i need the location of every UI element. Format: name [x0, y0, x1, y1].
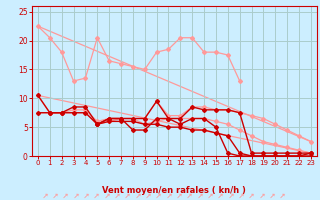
Text: →: →	[71, 191, 82, 200]
Text: →: →	[226, 191, 236, 200]
Text: →: →	[102, 191, 113, 200]
Text: →: →	[122, 191, 133, 200]
Text: →: →	[257, 191, 268, 200]
Text: →: →	[277, 191, 288, 200]
X-axis label: Vent moyen/en rafales ( kn/h ): Vent moyen/en rafales ( kn/h )	[102, 186, 246, 195]
Text: →: →	[236, 191, 247, 200]
Text: →: →	[143, 191, 154, 200]
Text: →: →	[50, 191, 61, 200]
Text: →: →	[205, 191, 216, 200]
Text: →: →	[133, 191, 144, 200]
Text: →: →	[112, 191, 123, 200]
Text: →: →	[40, 191, 51, 200]
Text: →: →	[60, 191, 71, 200]
Text: →: →	[92, 191, 102, 200]
Text: →: →	[153, 191, 164, 200]
Text: →: →	[267, 191, 278, 200]
Text: →: →	[195, 191, 206, 200]
Text: →: →	[246, 191, 257, 200]
Text: →: →	[174, 191, 185, 200]
Text: →: →	[164, 191, 175, 200]
Text: →: →	[184, 191, 195, 200]
Text: →: →	[215, 191, 226, 200]
Text: →: →	[81, 191, 92, 200]
